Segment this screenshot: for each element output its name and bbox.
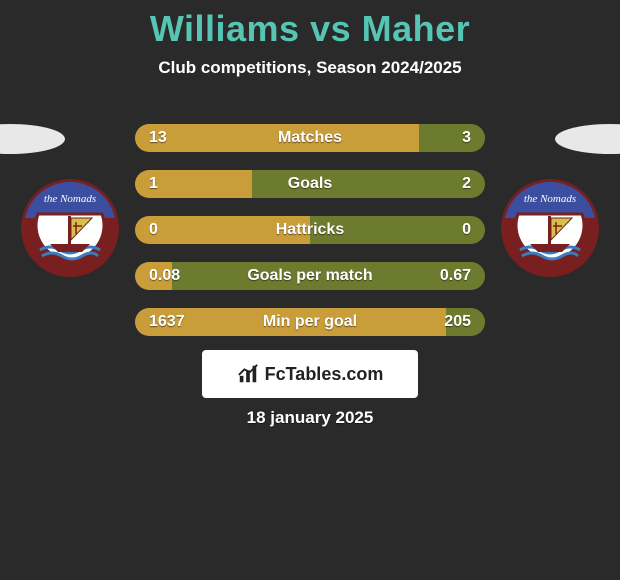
stat-label: Min per goal xyxy=(135,308,485,336)
svg-text:the Nomads: the Nomads xyxy=(524,193,576,205)
stat-right-value: 3 xyxy=(462,124,471,152)
stat-label: Matches xyxy=(135,124,485,152)
stat-right-value: 205 xyxy=(444,308,471,336)
stat-row: 1637 Min per goal 205 xyxy=(135,308,485,336)
stat-label: Hattricks xyxy=(135,216,485,244)
svg-text:the Nomads: the Nomads xyxy=(44,193,96,205)
stat-right-value: 0 xyxy=(462,216,471,244)
right-club-badge: the Nomads xyxy=(500,178,600,278)
stats-bars: 13 Matches 3 1 Goals 2 0 Hattricks 0 0.0… xyxy=(135,124,485,354)
stat-label: Goals xyxy=(135,170,485,198)
stat-right-value: 2 xyxy=(462,170,471,198)
bar-chart-icon xyxy=(237,363,259,385)
stat-row: 0.08 Goals per match 0.67 xyxy=(135,262,485,290)
stat-right-value: 0.67 xyxy=(440,262,471,290)
page-title: Williams vs Maher xyxy=(0,0,620,50)
stat-row: 0 Hattricks 0 xyxy=(135,216,485,244)
brand-text: FcTables.com xyxy=(265,364,384,385)
right-player-ellipse xyxy=(555,124,620,154)
page-subtitle: Club competitions, Season 2024/2025 xyxy=(0,58,620,78)
stat-label: Goals per match xyxy=(135,262,485,290)
stat-row: 13 Matches 3 xyxy=(135,124,485,152)
left-club-badge: the Nomads xyxy=(20,178,120,278)
left-player-ellipse xyxy=(0,124,65,154)
brand-badge: FcTables.com xyxy=(202,350,418,398)
comparison-date: 18 january 2025 xyxy=(0,408,620,428)
stat-row: 1 Goals 2 xyxy=(135,170,485,198)
